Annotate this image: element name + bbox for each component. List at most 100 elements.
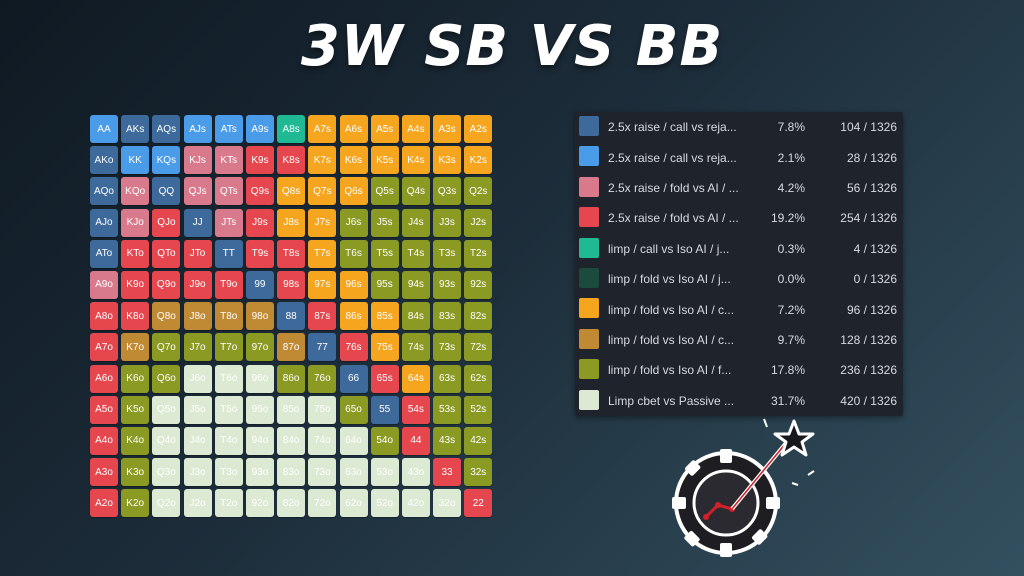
legend-label: limp / fold vs Iso AI / j... — [608, 272, 731, 287]
legend-count: 104 / 1326 — [840, 120, 897, 135]
legend-row: 2.5x raise / call vs reja... 7.8% 104 / 13… — [575, 112, 903, 142]
hand-cell: AJs — [183, 115, 212, 143]
hand-cell: 97o — [245, 333, 274, 362]
hand-cell: Q8s — [277, 177, 306, 206]
legend-percent: 0.0% — [777, 272, 805, 287]
hand-cell: K6o — [121, 364, 150, 393]
hand-cell: 22 — [464, 489, 493, 518]
hand-cell: A5o — [90, 395, 118, 424]
legend-count: 4 / 1326 — [853, 241, 897, 256]
hand-cell: KQs — [152, 146, 181, 175]
legend-percent: 7.2% — [777, 302, 805, 317]
legend-percent: 7.8% — [777, 120, 805, 135]
hand-cell: Q8o — [152, 302, 181, 331]
hand-cell: A6s — [339, 115, 368, 143]
legend-count: 236 / 1326 — [840, 363, 897, 378]
hand-cell: KJo — [121, 208, 150, 237]
hand-cell: A8s — [277, 115, 306, 143]
hand-cell: KJs — [183, 146, 212, 175]
hand-cell: Q2s — [464, 177, 493, 206]
hand-cell: 87s — [308, 302, 337, 331]
hand-cell: 54o — [370, 426, 399, 455]
hand-cell: Q9s — [245, 177, 274, 206]
hand-cell: 86o — [277, 364, 306, 393]
hand-cell: 66 — [339, 364, 368, 393]
hand-cell: K5o — [121, 395, 150, 424]
hand-cell: AQo — [90, 177, 118, 206]
hand-cell: 44 — [401, 426, 430, 455]
hand-cell: 73s — [433, 333, 462, 362]
hand-cell: J4s — [401, 208, 430, 237]
hand-cell: J3s — [433, 208, 462, 237]
hand-cell: 42o — [401, 489, 430, 518]
hand-cell: 84o — [277, 426, 306, 455]
legend-label: 2.5x raise / fold vs AI / ... — [608, 211, 739, 226]
hand-cell: J6s — [339, 208, 368, 237]
hand-cell: 76o — [308, 364, 337, 393]
hand-cell: K3s — [433, 146, 462, 175]
legend-percent: 19.2% — [770, 211, 805, 226]
legend-row: 2.5x raise / fold vs AI / ... 4.2% 56 / 13… — [575, 173, 903, 203]
hand-cell: J7o — [183, 333, 212, 362]
hand-cell: J8o — [183, 302, 212, 331]
hand-cell: 93o — [245, 458, 274, 487]
hand-cell: 33 — [433, 458, 462, 487]
hand-cell: 54s — [401, 395, 430, 424]
page-title: 3W SB VS BB — [300, 14, 724, 79]
hand-cell: QTo — [152, 239, 181, 268]
hand-cell: ATo — [90, 239, 118, 268]
hand-cell: 65o — [339, 395, 368, 424]
hand-cell: K5s — [370, 146, 399, 175]
hand-cell: 94s — [401, 270, 430, 299]
hand-cell: 55 — [370, 395, 399, 424]
hand-cell: K8s — [277, 146, 306, 175]
hand-cell: T9o — [214, 270, 243, 299]
hand-cell: Q7s — [308, 177, 337, 206]
legend-row: limp / fold vs Iso AI / c... 9.7% 128 / 13… — [575, 325, 903, 355]
hand-cell: 52o — [370, 489, 399, 518]
poker-chip-star-icon — [672, 418, 815, 557]
legend-label: 2.5x raise / call vs reja... — [608, 150, 737, 165]
hand-cell: 75o — [308, 395, 337, 424]
hand-cell: K4s — [401, 146, 430, 175]
hand-cell: 75s — [370, 333, 399, 362]
hand-cell: 53s — [433, 395, 462, 424]
legend-percent: 17.8% — [770, 363, 805, 378]
hand-cell: A6o — [90, 364, 118, 393]
legend-swatch — [579, 359, 599, 380]
hand-cell: K9o — [121, 270, 150, 299]
hand-cell: 76s — [339, 333, 368, 362]
hand-cell: 43s — [433, 426, 462, 455]
hand-cell: KTs — [214, 146, 243, 175]
hand-cell: J5o — [183, 395, 212, 424]
hand-cell: A5s — [370, 115, 399, 143]
hand-cell: Q5o — [152, 395, 181, 424]
hand-cell: T8o — [214, 302, 243, 331]
hand-cell: 85s — [370, 302, 399, 331]
hand-cell: K2o — [121, 489, 150, 518]
legend-percent: 4.2% — [777, 180, 805, 195]
hand-cell: 96s — [339, 270, 368, 299]
legend-row: limp / fold vs Iso AI / f... 17.8% 236 / 1… — [575, 355, 903, 385]
hand-cell: KTo — [121, 239, 150, 268]
legend-label: 2.5x raise / fold vs AI / ... — [608, 180, 739, 195]
legend-swatch — [579, 176, 599, 197]
hand-cell: 92s — [464, 270, 493, 299]
hand-cell: A9s — [245, 115, 274, 143]
hand-cell: AJo — [90, 208, 118, 237]
legend-count: 128 / 1326 — [840, 332, 897, 347]
hand-cell: A3s — [433, 115, 462, 143]
hand-cell: ATs — [214, 115, 243, 143]
hand-cell: JJ — [183, 208, 212, 237]
hand-cell: QTs — [214, 177, 243, 206]
hand-cell: Q3s — [433, 177, 462, 206]
hand-cell: T4o — [214, 426, 243, 455]
hand-cell: T9s — [245, 239, 274, 268]
hand-cell: A2o — [90, 489, 118, 518]
legend-percent: 31.7% — [770, 393, 805, 408]
hand-cell: T8s — [277, 239, 306, 268]
hand-cell: TT — [214, 239, 243, 268]
hand-cell: K8o — [121, 302, 150, 331]
hand-cell: T2o — [214, 489, 243, 518]
hand-cell: 53o — [370, 458, 399, 487]
